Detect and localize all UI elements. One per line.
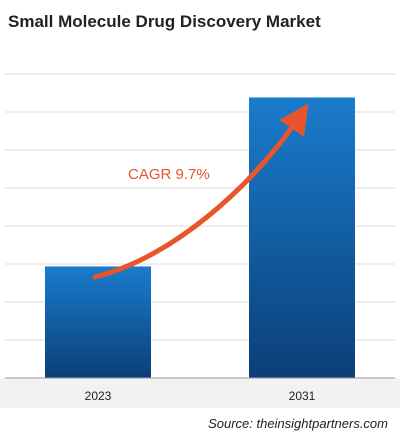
plot-background-band	[0, 378, 400, 408]
x-tick-label-2031: 2031	[289, 389, 316, 403]
cagr-arrow	[92, 103, 309, 280]
bars	[45, 97, 355, 379]
bar-2031	[249, 97, 355, 379]
chart-title: Small Molecule Drug Discovery Market	[8, 12, 321, 31]
x-tick-label-2023: 2023	[85, 389, 112, 403]
cagr-annotation: CAGR 9.7%	[128, 166, 210, 183]
source-note: Source: theinsightpartners.com	[208, 416, 388, 431]
bar-2023	[45, 266, 151, 378]
x-tick-labels: 2023 2031	[85, 389, 316, 403]
